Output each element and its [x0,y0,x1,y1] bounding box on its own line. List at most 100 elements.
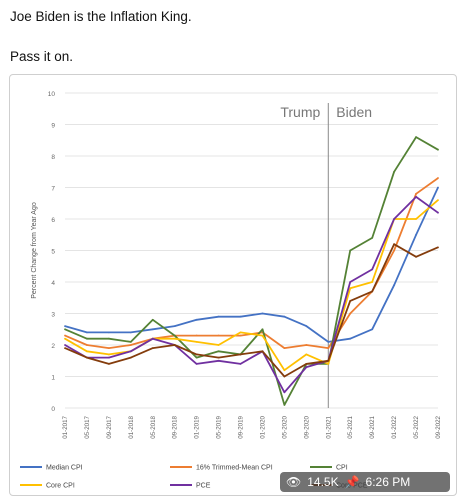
legend-label: Core CPI [46,483,75,490]
series-line-cpi [64,136,439,406]
x-tick-label: 09-2021 [369,415,376,438]
data-point [283,347,286,350]
data-point [349,300,352,302]
x-tick-label: 09-2018 [172,415,179,438]
data-point [64,325,66,327]
data-point [437,177,439,179]
data-point [107,331,110,334]
data-point [393,218,396,220]
data-point [349,337,352,340]
series-line-pce [64,196,439,394]
data-point [129,356,132,359]
y-tick-label: 1 [51,375,55,382]
annotation-trump: Trump [280,104,320,120]
y-tick-label: 8 [51,154,55,161]
data-point [415,218,417,220]
data-point [415,192,417,195]
post-text-line-1: Joe Biden is the Inflation King. [10,9,192,24]
y-axis-title: Percent Change from Year Ago [31,202,38,299]
x-tick-label: 09-2019 [238,415,245,438]
data-point [349,287,352,290]
data-point [437,186,439,189]
view-count: 14.5K [307,475,339,489]
data-point [217,356,220,359]
data-point [349,249,352,252]
post-text-line-2: Pass it on. [10,49,74,64]
data-point [393,284,396,287]
data-point [437,199,439,201]
data-point [261,312,264,315]
data-point [239,363,242,365]
x-tick-label: 01-2019 [194,415,201,438]
x-tick-label: 05-2022 [413,415,420,438]
data-point [173,344,176,346]
data-point [415,136,417,138]
data-point [86,356,88,359]
x-tick-label: 05-2019 [216,415,223,438]
chart-image-card[interactable]: 0 1 2 3 4 5 6 7 8 9 10 Percent Change from Year Ago… [9,74,457,496]
pin-icon: 📌 [344,475,360,489]
data-point [151,347,154,350]
data-point [283,369,286,372]
x-tick-label: 01-2020 [259,415,266,438]
data-point [129,340,132,343]
data-point [129,350,132,353]
data-point [415,255,417,258]
x-tick-label: 05-2018 [150,415,157,438]
data-point [151,328,154,331]
data-point [305,366,308,368]
data-point [217,315,220,318]
data-point [327,363,330,365]
data-point [371,268,374,271]
data-point [437,211,439,214]
series-line-core-pce [64,243,439,378]
x-tick-label: 01-2017 [62,415,69,438]
legend-label: Median CPI [46,465,83,472]
data-point [305,363,308,365]
legend-label: 16% Trimmed-Mean CPI [196,465,273,472]
data-point [371,237,374,239]
x-tick-label: 01-2021 [325,415,332,438]
data-point [371,290,374,293]
data-point [86,344,88,346]
data-point [107,363,110,365]
data-point [86,337,88,340]
data-point [305,344,308,346]
y-tick-label: 2 [51,343,55,350]
data-point [64,344,66,346]
data-point [173,337,176,340]
data-point [173,334,176,337]
data-point [107,347,110,350]
data-point [261,328,264,331]
data-point [129,344,132,346]
data-point [64,334,66,337]
legend-label: CPI [336,465,348,472]
x-tick-label: 01-2018 [128,415,135,438]
x-tick-label: 01-2022 [391,415,398,438]
data-point [86,331,88,334]
data-point [283,315,286,318]
data-point [283,391,286,394]
data-point [217,334,220,337]
data-point [151,337,154,340]
data-point [371,281,374,283]
data-point [195,318,198,321]
x-tick-label: 09-2020 [303,415,310,438]
x-tick-label: 05-2021 [347,415,354,438]
data-point [327,359,330,362]
data-point [371,328,374,331]
data-point [129,331,132,334]
data-point [86,350,88,353]
data-point [393,249,396,252]
data-point [173,325,176,327]
data-point [415,233,417,236]
data-point [327,340,330,343]
y-tick-label: 5 [51,249,55,256]
series-line-16-trimmed-mean-cpi [64,177,439,350]
data-point [305,325,308,327]
data-point [107,353,110,356]
x-tick-label: 05-2017 [84,415,91,438]
y-tick-label: 6 [51,217,55,224]
y-tick-label: 4 [51,280,55,287]
data-point [261,334,264,337]
